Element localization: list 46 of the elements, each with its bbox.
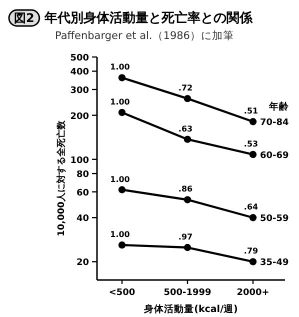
annotation: .79	[244, 246, 259, 256]
x-tick-label: 2000+	[236, 288, 270, 298]
point	[184, 244, 192, 252]
annotation: .64	[244, 202, 259, 212]
y-tick-label: 100	[70, 156, 89, 166]
caption: 図2	[14, 11, 34, 25]
chart-subtitle: Paffenbarger et al.（1986）に加筆	[55, 29, 234, 42]
annotation: 1.00	[110, 62, 130, 72]
y-tick-label: 400	[70, 68, 89, 78]
annotation: .53	[244, 139, 258, 148]
point	[118, 74, 126, 82]
y-tick-label: 40	[76, 214, 89, 224]
y-tick-label: 300	[70, 86, 89, 96]
point	[184, 136, 192, 143]
x-tick-label: 500-1999	[164, 288, 212, 298]
x-tick-label: <500	[108, 288, 136, 298]
annotation: .86	[178, 184, 194, 194]
legend-title: 年齢	[268, 100, 290, 113]
annotation: .51	[244, 106, 259, 116]
y-tick-label: 20	[76, 258, 89, 268]
y-tick-label: 500	[70, 54, 89, 64]
y-tick-label: 80	[76, 170, 89, 180]
point	[118, 186, 126, 194]
y-tick-label: 200	[70, 112, 89, 122]
y-tick-label: 60	[76, 188, 89, 198]
y-axis-title: 10,000人に対する全死亡数	[56, 120, 67, 236]
series-label: 60-69	[260, 150, 289, 161]
x-axis-title: 身体活動量(kcal/週)	[143, 303, 238, 315]
annotation: 1.00	[110, 230, 130, 240]
point	[249, 214, 257, 222]
point	[118, 108, 126, 116]
series-label: 50-59	[260, 214, 289, 224]
chart-title: 年代別身体活動量と死亡率との関係	[43, 10, 254, 26]
point	[249, 150, 257, 158]
annotation: .97	[178, 232, 193, 242]
annotation: .63	[178, 124, 193, 134]
annotation: 1.00	[110, 174, 130, 184]
annotation: 1.00	[110, 97, 130, 106]
point	[118, 241, 126, 249]
point	[184, 94, 192, 102]
series-label: 70-84	[260, 118, 289, 128]
series-label: 35-49	[260, 258, 289, 268]
point	[249, 258, 257, 266]
point	[249, 118, 257, 126]
annotation: .72	[178, 84, 193, 93]
point	[184, 196, 192, 204]
